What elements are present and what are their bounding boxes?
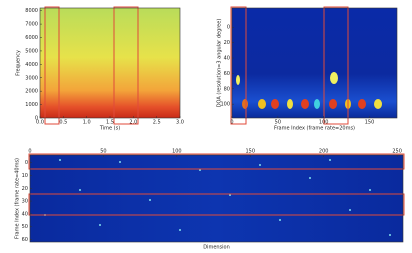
doa-blobs (236, 72, 382, 109)
x-tick-label: 3.0 (176, 120, 184, 126)
y-tick-label: 4000 (25, 62, 38, 68)
y-tick-label: 0 (227, 25, 230, 31)
doa-map (232, 8, 397, 118)
y-tick-label: 7000 (25, 22, 38, 28)
y-tick-label: 1000 (25, 102, 38, 108)
x-axis-label: Time (s) (99, 126, 120, 132)
y-tick-label: 5000 (25, 48, 38, 54)
y-tick-label: 20 (224, 40, 230, 46)
x-tick-label: 1.0 (83, 120, 91, 126)
x-tick-label: 0 (230, 120, 233, 126)
y-tick-label: 8000 (25, 8, 38, 14)
x-tick-label: 50 (275, 120, 281, 126)
y-tick-label: 3000 (25, 75, 38, 81)
y-axis-label: Frequency (16, 50, 22, 76)
x-tick-label: 0.5 (59, 120, 67, 126)
y-tick-label: 20 (22, 186, 28, 192)
x-tick-label: 2.5 (153, 120, 161, 126)
x-tick-label: 0.0 (36, 120, 44, 126)
spectrogram (40, 8, 180, 118)
x-tick-label: 50 (100, 149, 106, 155)
x-tick-label: 2.0 (129, 120, 137, 126)
y-tick-label: 30 (22, 199, 28, 205)
x-tick-label: 100 (172, 149, 182, 155)
y-tick-label: 40 (224, 56, 230, 62)
plot-frame (231, 7, 398, 119)
y-tick-label: 10 (22, 173, 28, 179)
y-tick-label: 2000 (25, 89, 38, 95)
x-tick-label: 1.5 (106, 120, 114, 126)
y-tick-label: 0 (25, 160, 28, 166)
plot-frame (29, 154, 404, 243)
y-tick-label: 0 (35, 116, 38, 122)
embedding-map (30, 155, 403, 242)
x-tick-label: 150 (246, 149, 256, 155)
y-tick-label: 80 (224, 86, 230, 92)
y-tick-label: 60 (224, 71, 230, 77)
y-tick-label: 100 (220, 102, 230, 108)
y-tick-label: 50 (22, 224, 28, 230)
y-tick-label: 6000 (25, 35, 38, 41)
x-axis-label: Frame Index (frame rate=20ms) (274, 126, 355, 132)
highlight-boxes (28, 6, 405, 216)
x-axis-label: Dimension (203, 245, 230, 251)
y-tick-label: 60 (22, 237, 28, 243)
x-tick-label: 250 (392, 149, 402, 155)
x-tick-label: 200 (319, 149, 329, 155)
x-tick-label: 150 (365, 120, 375, 126)
y-tick-label: 40 (22, 211, 28, 217)
y-axis-label: DOA (resolution=3 angular degree) (217, 19, 223, 108)
x-tick-label: 0 (28, 149, 31, 155)
y-axis-label: Frame Index (frame rate=40ms) (15, 158, 21, 239)
x-tick-label: 100 (319, 120, 329, 126)
